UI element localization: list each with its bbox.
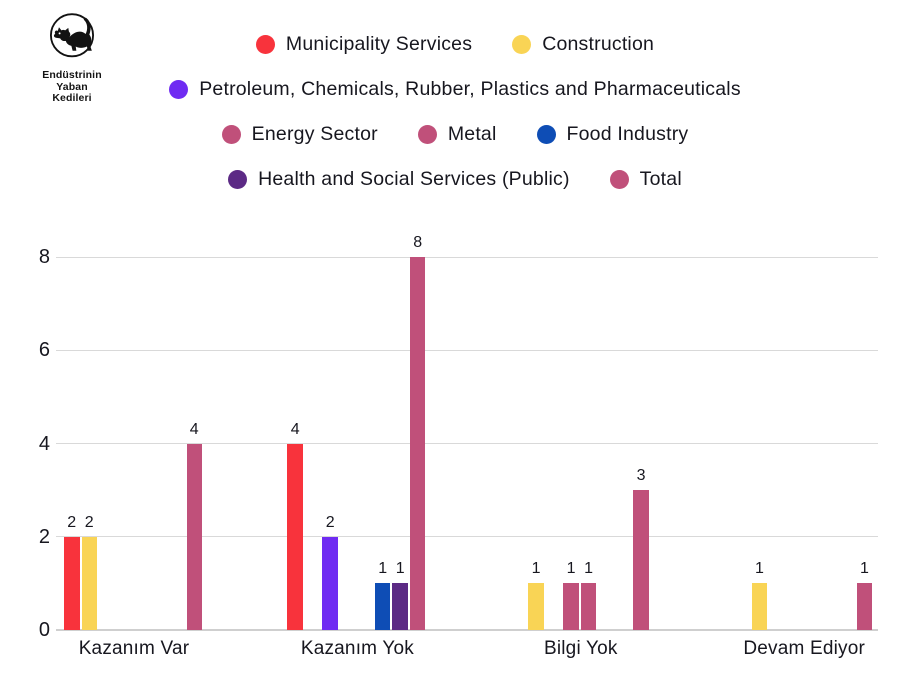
legend-swatch-icon bbox=[228, 170, 248, 189]
org-name-line: Kedileri bbox=[52, 92, 92, 104]
org-name-line: Endüstrinin bbox=[42, 69, 102, 81]
legend-item: Health and Social Services (Public) bbox=[228, 168, 570, 191]
grid-line bbox=[56, 536, 878, 538]
bar bbox=[751, 583, 768, 630]
org-logo: Endüstrinin Yaban Kedileri bbox=[24, 8, 120, 105]
legend-item: Food Industry bbox=[536, 123, 689, 146]
legend-swatch-icon bbox=[417, 125, 437, 144]
grid-line bbox=[56, 349, 878, 351]
legend-swatch-icon bbox=[221, 125, 241, 144]
org-name: Endüstrinin Yaban Kedileri bbox=[24, 69, 120, 105]
bar bbox=[409, 257, 426, 630]
y-tick-label: 8 bbox=[38, 246, 50, 268]
legend-swatch-icon bbox=[609, 170, 629, 189]
bar bbox=[392, 583, 408, 630]
legend-swatch-icon bbox=[169, 80, 189, 99]
bar-value-label: 3 bbox=[636, 467, 646, 485]
bar-value-label: 4 bbox=[189, 420, 199, 438]
legend-row: Health and Social Services (Public) Total bbox=[228, 168, 682, 191]
bar-value-label: 8 bbox=[413, 234, 423, 251]
legend-item: Petroleum, Chemicals, Rubber, Plastics a… bbox=[169, 78, 741, 101]
black-cat-logo-icon bbox=[49, 13, 95, 58]
org-name-line: Yaban bbox=[56, 80, 88, 93]
y-tick-label: 0 bbox=[38, 619, 50, 641]
legend-label: Health and Social Services (Public) bbox=[258, 168, 570, 190]
legend-label: Metal bbox=[447, 123, 497, 145]
bar-value-label: 2 bbox=[84, 513, 94, 531]
bar bbox=[81, 536, 97, 630]
bar bbox=[186, 443, 202, 630]
bar-value-label: 1 bbox=[859, 560, 869, 578]
bar-value-label: 2 bbox=[325, 513, 335, 531]
legend-label: Petroleum, Chemicals, Rubber, Plastics a… bbox=[199, 78, 741, 100]
legend-swatch-icon bbox=[512, 35, 532, 54]
bar-value-label: 1 bbox=[378, 560, 388, 578]
x-axis-line bbox=[56, 629, 878, 631]
bar-value-label: 1 bbox=[584, 560, 593, 578]
x-category-label: Bilgi Yok bbox=[543, 638, 618, 659]
bar bbox=[64, 536, 80, 630]
bar bbox=[563, 583, 579, 630]
bar bbox=[580, 583, 597, 630]
legend-item: Construction bbox=[512, 33, 654, 56]
legend-item: Total bbox=[609, 168, 682, 191]
legend-item: Energy Sector bbox=[221, 123, 378, 146]
grid-line bbox=[56, 256, 878, 258]
y-tick-label: 6 bbox=[38, 339, 50, 362]
bar-value-label: 2 bbox=[67, 513, 77, 531]
bar-value-label: 1 bbox=[566, 560, 576, 578]
legend-label: Food Industry bbox=[566, 123, 689, 145]
chart-legend: Municipality Services Construction Petrole… bbox=[0, 33, 910, 191]
grid-line bbox=[56, 443, 878, 444]
legend-label: Energy Sector bbox=[251, 123, 378, 145]
bar-value-label: 1 bbox=[754, 560, 764, 578]
y-tick-label: 4 bbox=[38, 432, 50, 455]
bar bbox=[287, 443, 303, 630]
legend-row: Energy Sector Metal Food Industry bbox=[221, 123, 689, 146]
x-category-label: Kazanım Var bbox=[78, 638, 190, 659]
bar bbox=[856, 583, 873, 630]
bar-value-label: 4 bbox=[290, 420, 300, 438]
legend-swatch-icon bbox=[255, 35, 275, 54]
bar bbox=[374, 583, 391, 630]
bar-value-label: 1 bbox=[531, 560, 541, 578]
x-category-label: Devam Ediyor bbox=[743, 638, 866, 659]
x-category-label: Kazanım Yok bbox=[300, 638, 414, 659]
legend-item: Municipality Services bbox=[255, 33, 473, 56]
legend-label: Total bbox=[639, 168, 682, 190]
bar bbox=[528, 583, 544, 630]
bar-value-label: 1 bbox=[395, 560, 405, 578]
bar bbox=[633, 490, 649, 630]
legend-item: Metal bbox=[417, 123, 497, 146]
bar bbox=[322, 536, 338, 630]
legend-row: Municipality Services Construction bbox=[255, 33, 654, 56]
legend-label: Construction bbox=[542, 33, 655, 55]
legend-row: Petroleum, Chemicals, Rubber, Plastics a… bbox=[169, 78, 741, 101]
legend-swatch-icon bbox=[536, 125, 556, 144]
y-tick-label: 2 bbox=[38, 525, 50, 548]
legend-label: Municipality Services bbox=[285, 33, 473, 55]
